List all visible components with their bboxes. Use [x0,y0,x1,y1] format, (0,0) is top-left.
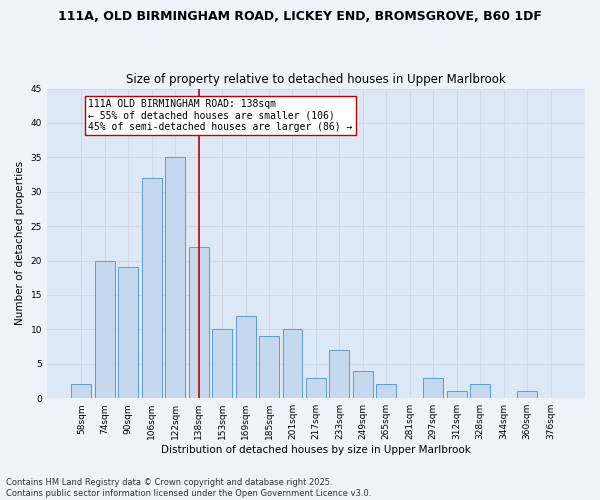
Bar [165,158,185,398]
Bar [517,392,537,398]
Title: Size of property relative to detached houses in Upper Marlbrook: Size of property relative to detached ho… [126,73,506,86]
Text: Contains HM Land Registry data © Crown copyright and database right 2025.
Contai: Contains HM Land Registry data © Crown c… [6,478,371,498]
Bar [423,378,443,398]
Bar [236,316,256,398]
Bar [142,178,162,398]
Bar [353,370,373,398]
Bar [470,384,490,398]
Bar [118,268,138,398]
X-axis label: Distribution of detached houses by size in Upper Marlbrook: Distribution of detached houses by size … [161,445,471,455]
Text: 111A OLD BIRMINGHAM ROAD: 138sqm
← 55% of detached houses are smaller (106)
45% : 111A OLD BIRMINGHAM ROAD: 138sqm ← 55% o… [88,99,353,132]
Bar [212,330,232,398]
Bar [283,330,302,398]
Bar [376,384,397,398]
Bar [447,392,467,398]
Bar [71,384,91,398]
Y-axis label: Number of detached properties: Number of detached properties [15,162,25,326]
Bar [188,247,209,398]
Bar [306,378,326,398]
Bar [259,336,279,398]
Text: 111A, OLD BIRMINGHAM ROAD, LICKEY END, BROMSGROVE, B60 1DF: 111A, OLD BIRMINGHAM ROAD, LICKEY END, B… [58,10,542,23]
Bar [329,350,349,398]
Bar [95,260,115,398]
